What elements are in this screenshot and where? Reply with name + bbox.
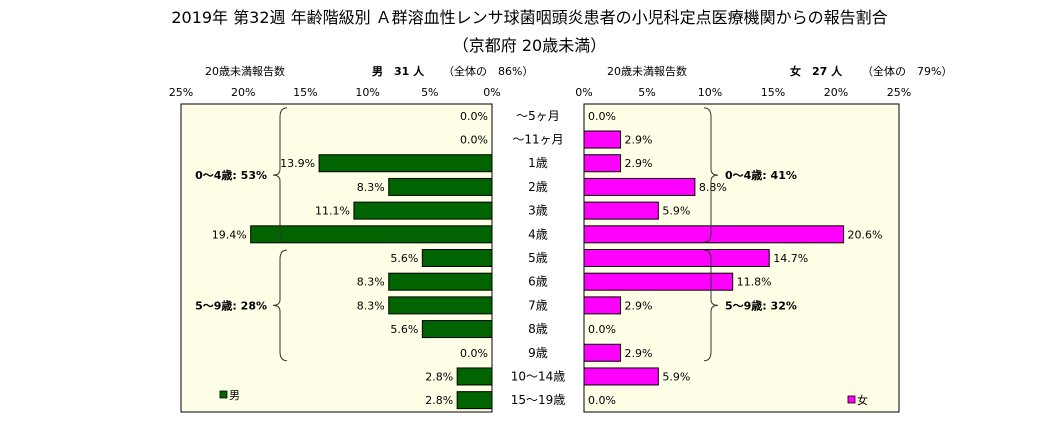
male-age-group-annotation: 0～4歳: 53% [195,168,267,182]
female-value-label: 2.9% [625,347,653,360]
female-value-label: 2.9% [625,157,653,170]
female-value-label: 5.9% [662,370,690,383]
male-legend-label: 男 [229,389,240,402]
male-age-group-brace [272,249,288,362]
age-category-label: 8歳 [528,322,548,336]
male-bar [388,296,493,315]
female-age-group-annotation: 0～4歳: 41% [725,168,797,182]
male-value-label: 0.0% [460,347,488,360]
male-bar [353,201,493,220]
male-axis-tick-label: 25% [169,86,193,99]
male-bar [250,225,493,244]
female-axis-tick-label: 5% [638,86,655,99]
female-axis-tick-label: 25% [887,86,911,99]
female-age-group-brace [703,249,719,362]
male-bar [388,177,493,196]
male-value-label: 2.8% [425,370,453,383]
female-value-label: 14.7% [773,252,808,265]
male-report-share: （全体の 86%） [443,65,534,78]
female-axis-tick-label: 0% [575,86,592,99]
female-value-label: 0.0% [588,323,616,336]
male-bar [318,154,493,173]
female-value-label: 0.0% [588,110,616,123]
female-value-label: 2.9% [625,134,653,147]
female-legend-swatch [847,395,856,404]
female-bar [583,272,734,291]
female-bar [583,343,622,362]
female-report-count: 女 27 人 [790,65,843,78]
female-bar [583,130,622,149]
female-bar [583,249,770,267]
male-bar [421,249,493,267]
male-value-label: 11.1% [315,205,350,218]
age-category-label: 10～14歳 [511,369,566,383]
age-category-label: 1歳 [528,156,548,170]
male-value-label: 5.6% [390,323,418,336]
female-value-label: 2.9% [625,299,653,312]
age-category-label: 5歳 [528,251,548,265]
age-category-label: 6歳 [528,275,548,289]
female-bar [583,201,659,220]
female-report-share: （全体の 79%） [862,65,953,78]
chart-subtitle: （京都府 20歳未満） [452,36,607,55]
female-value-label: 0.0% [588,394,616,407]
age-category-label: 3歳 [528,204,548,218]
male-axis-tick-label: 20% [231,86,255,99]
male-value-label: 0.0% [460,134,488,147]
male-axis-tick-label: 15% [293,86,317,99]
male-report-count: 男 31 人 [372,65,425,78]
age-category-label: ～5ヶ月 [516,109,560,123]
age-category-label: 4歳 [528,227,548,241]
male-age-group-annotation: 5～9歳: 28% [195,298,267,312]
female-age-group-brace [703,107,719,243]
female-legend-label: 女 [857,393,868,407]
male-axis-tick-label: 0% [483,86,500,99]
female-age-group-annotation: 5～9歳: 32% [725,298,797,312]
female-value-label: 8.8% [699,181,727,194]
female-bar [583,154,622,173]
female-value-label: 5.9% [662,205,690,218]
female-value-label: 11.8% [737,276,772,289]
female-axis-tick-label: 15% [761,86,785,99]
female-axis-tick-label: 10% [698,86,722,99]
male-bar [456,367,493,386]
age-category-label: 9歳 [528,346,548,360]
male-value-label: 19.4% [212,228,247,241]
male-value-label: 13.9% [280,157,315,170]
female-bar [583,177,696,196]
male-bar [421,320,493,339]
male-bar [456,391,493,410]
male-bar [388,272,493,291]
male-axis-tick-label: 5% [421,86,438,99]
chart-title: 2019年 第32週 年齢階級別 Ａ群溶血性レンサ球菌咽頭炎患者の小児科定点医療… [171,8,888,27]
male-value-label: 8.3% [357,299,385,312]
age-category-label: 7歳 [528,298,548,312]
male-value-label: 2.8% [425,394,453,407]
male-axis-tick-label: 10% [355,86,379,99]
male-report-caption: 20歳未満報告数 [205,65,285,78]
female-report-caption: 20歳未満報告数 [607,65,687,78]
female-bar [583,296,622,315]
male-value-label: 0.0% [460,110,488,123]
male-legend-swatch [219,390,228,399]
male-value-label: 8.3% [357,276,385,289]
male-value-label: 5.6% [390,252,418,265]
female-bar [583,367,659,386]
female-value-label: 20.6% [848,228,883,241]
female-axis-tick-label: 20% [824,86,848,99]
age-category-label: 15～19歳 [511,393,566,407]
male-age-group-brace [272,107,288,243]
male-value-label: 8.3% [357,181,385,194]
age-category-label: ～11ヶ月 [512,133,563,147]
female-bar [583,225,845,244]
age-category-label: 2歳 [528,180,548,194]
